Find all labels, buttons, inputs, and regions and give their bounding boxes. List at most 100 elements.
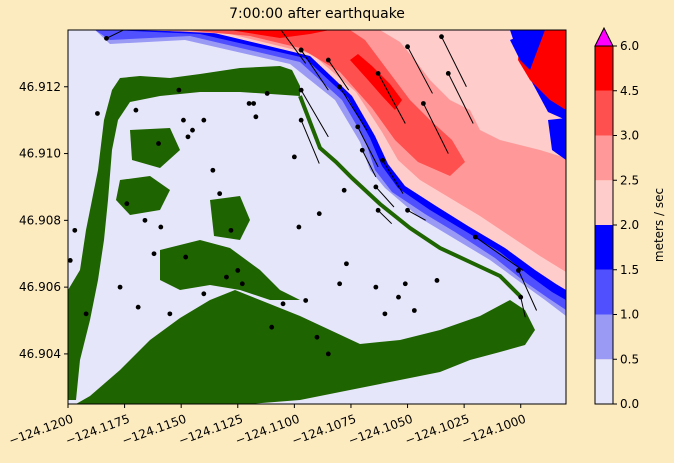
vector-origin-point <box>298 117 304 123</box>
land-blotch-a <box>116 176 170 215</box>
y-tick-label: 46.910 <box>19 147 61 161</box>
colorbar-tick-label: 2.0 <box>620 218 639 232</box>
velocity-vector <box>518 270 538 311</box>
colorbar-segment <box>595 46 613 91</box>
velocity-vector <box>407 46 433 94</box>
gauge-point <box>269 324 275 330</box>
gauge-point <box>316 211 322 217</box>
colorbar-segment <box>595 135 613 181</box>
gauge-point <box>251 101 257 106</box>
gauge-point <box>224 274 229 280</box>
gauge-point <box>411 308 417 313</box>
gauge-point <box>201 291 207 297</box>
x-tick-label: −124.1175 <box>64 412 132 448</box>
gauge-point <box>246 101 252 106</box>
gauge-point <box>151 251 157 257</box>
gauge-point <box>434 278 440 283</box>
gauge-point <box>341 187 347 193</box>
colorbar-segment <box>595 90 613 136</box>
vector-origin-point <box>420 101 426 106</box>
gauge-point <box>95 111 100 116</box>
ocean-band-2.0-patch <box>510 30 566 160</box>
gauge-point <box>190 127 195 133</box>
vector-origin-point <box>325 57 331 63</box>
gauge-point <box>291 154 297 160</box>
colorbar-segment <box>595 180 613 225</box>
gauge-point <box>158 224 164 230</box>
gauge-point <box>210 167 216 173</box>
velocity-vector <box>327 59 350 91</box>
vector-origin-point <box>298 87 304 93</box>
gauge-point <box>235 268 241 273</box>
gauge-point <box>382 311 388 317</box>
plot-area <box>68 30 566 404</box>
colorbar-tick-label: 6.0 <box>620 39 639 53</box>
y-tick-label: 46.908 <box>19 213 61 227</box>
vector-origin-point <box>516 268 521 273</box>
land-spit <box>298 95 522 298</box>
gauge-point <box>142 217 148 223</box>
x-tick-label: −124.1050 <box>347 412 415 448</box>
velocity-vector <box>441 36 467 87</box>
gauge-point <box>296 224 302 230</box>
velocity-vector <box>422 103 449 154</box>
gauge-point <box>239 281 245 287</box>
gauge-point <box>396 294 401 300</box>
x-axis: −124.1200−124.1175−124.1150−124.1125 −124… <box>7 404 528 448</box>
plot-frame <box>67 29 567 405</box>
vector-origin-point <box>359 147 365 153</box>
gauge-point <box>167 311 173 317</box>
velocity-vector <box>375 186 395 208</box>
velocity-vector <box>357 126 379 168</box>
gauge-point <box>185 134 191 140</box>
vector-origin-point <box>276 24 281 29</box>
velocity-vector <box>382 159 404 194</box>
gauge-point <box>344 261 349 267</box>
gauge-points <box>68 47 440 357</box>
velocity-vector <box>106 30 125 39</box>
gauge-point <box>135 304 141 310</box>
vector-origin-point <box>439 34 444 40</box>
colorbar-tick-label: 3.0 <box>620 129 639 143</box>
velocity-vector <box>300 49 329 91</box>
vector-origin-point <box>375 71 381 76</box>
ocean-band-2.0-2.5 <box>120 30 566 290</box>
colorbar-extend-arrow <box>594 26 614 47</box>
gauge-point <box>156 141 161 146</box>
gauge-point <box>72 227 78 233</box>
y-axis: 46.904 46.906 46.908 46.910 46.912 <box>19 80 68 361</box>
velocity-vector <box>280 30 307 64</box>
x-tick-label: −124.1025 <box>403 412 471 448</box>
vector-origin-point <box>104 35 109 41</box>
velocity-vector <box>361 149 377 178</box>
velocity-vector <box>339 86 368 131</box>
x-tick-label: −124.1150 <box>120 412 188 448</box>
land-blotch-b <box>210 196 250 240</box>
gauge-point <box>181 117 186 123</box>
velocity-vector <box>377 209 393 225</box>
gauge-point <box>176 87 182 93</box>
velocity-vector <box>475 236 524 271</box>
y-tick-label: 46.906 <box>19 280 61 294</box>
vector-origin-point <box>445 71 451 76</box>
y-tick-label: 46.904 <box>19 347 61 361</box>
gauge-point <box>253 114 259 120</box>
gauge-point <box>228 227 234 233</box>
ocean-band-4.5-6.0 <box>230 30 402 110</box>
colorbar-tick-label: 1.0 <box>620 308 639 322</box>
vector-origin-point <box>518 294 524 300</box>
gauge-point <box>373 284 379 290</box>
colorbar: 0.0 0.5 1.0 1.5 2.0 2.5 3.0 4.5 6.0 meters / sec <box>594 26 666 411</box>
x-tick-label: −124.1125 <box>177 412 245 448</box>
x-tick-label: −124.1000 <box>460 412 528 448</box>
land-island <box>160 240 300 300</box>
colorbar-segment <box>595 225 613 270</box>
gauge-point <box>264 91 270 96</box>
colorbar-segment <box>595 359 613 404</box>
x-tick-label: −124.1200 <box>7 412 75 448</box>
x-tick-label: −124.1075 <box>290 412 358 448</box>
velocity-vector <box>300 119 320 164</box>
y-tick-label: 46.912 <box>19 80 61 94</box>
land-blotch-c <box>130 128 180 168</box>
